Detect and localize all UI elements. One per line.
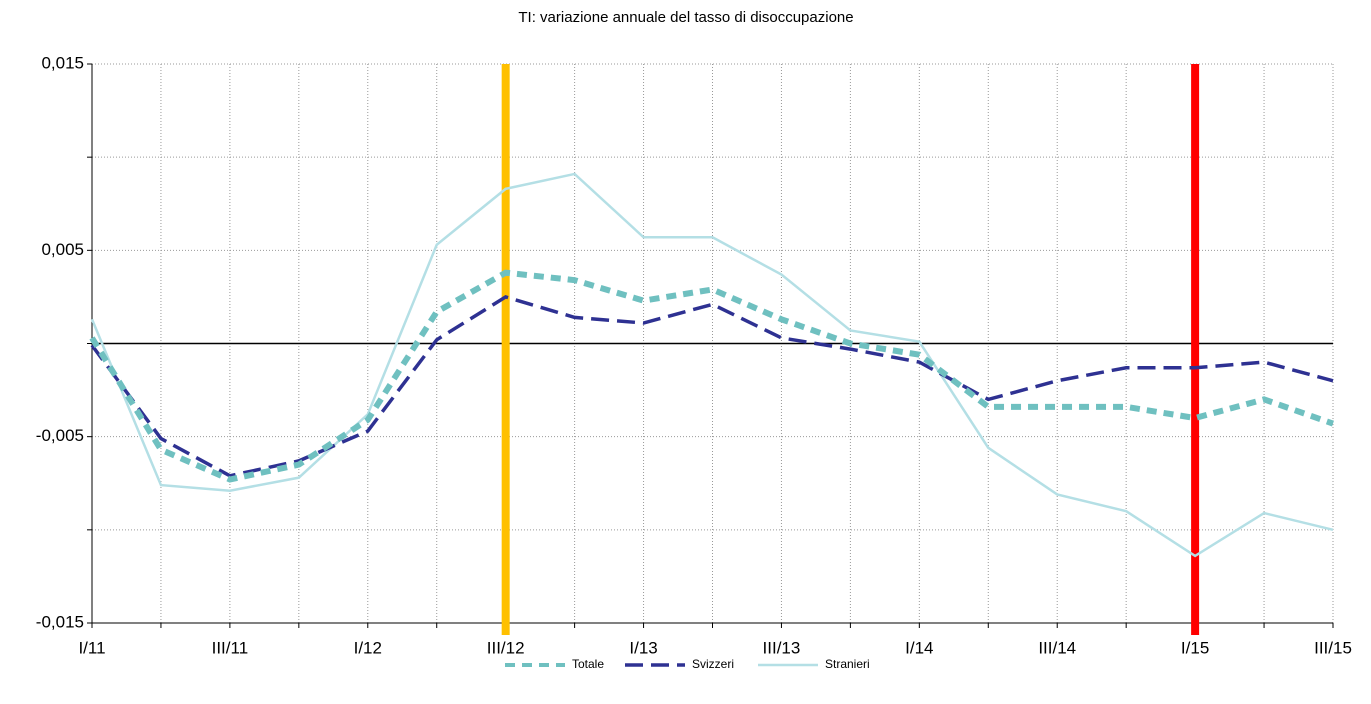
y-tick-label: -0,005 (36, 426, 84, 445)
y-tick-label: 0,005 (41, 240, 84, 259)
x-tick-label: III/13 (763, 638, 801, 657)
x-tick-label: I/11 (78, 638, 105, 657)
x-tick-label: I/14 (905, 638, 933, 657)
x-tick-label: I/13 (629, 638, 657, 657)
x-tick-label: III/12 (487, 638, 525, 657)
y-tick-label: -0,015 (36, 612, 84, 631)
x-tick-label: III/14 (1038, 638, 1076, 657)
series-line (90, 295, 1334, 478)
x-tick-label: I/12 (354, 638, 382, 657)
series-line (90, 172, 1334, 558)
x-tick-label: III/11 (212, 638, 249, 657)
legend-label: Stranieri (825, 657, 870, 671)
x-tick-label: I/15 (1181, 638, 1209, 657)
x-tick-label: III/15 (1314, 638, 1352, 657)
y-tick-label: 0,015 (41, 53, 84, 72)
legend-label: Svizzeri (692, 657, 734, 671)
legend-label: Totale (572, 657, 604, 671)
series-line (89, 269, 1334, 483)
chart-title: TI: variazione annuale del tasso di diso… (518, 9, 853, 26)
